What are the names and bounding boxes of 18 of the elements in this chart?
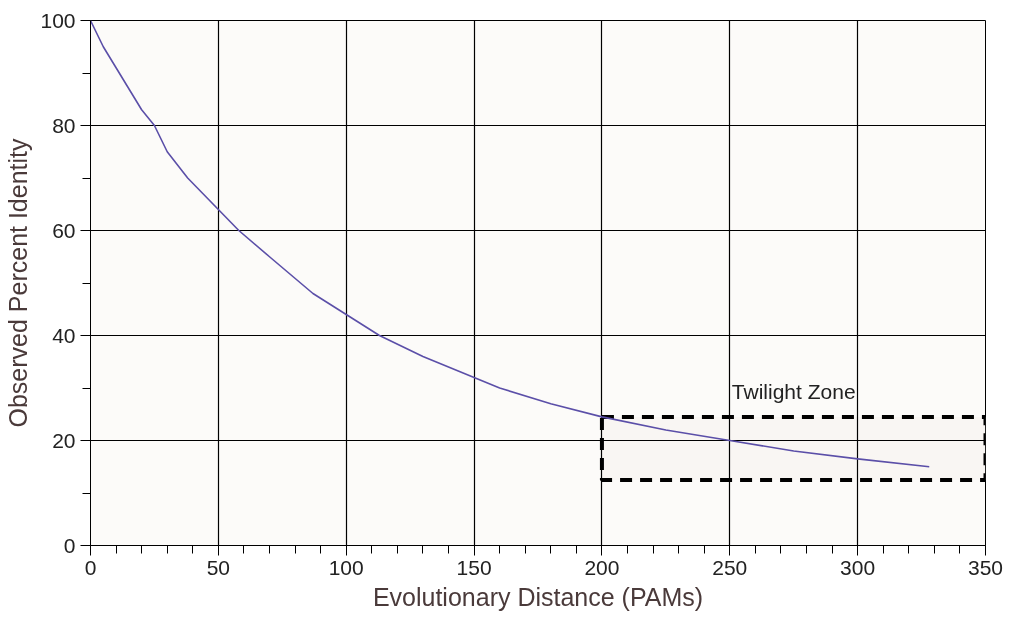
y-tick-label: 80 [52, 113, 76, 137]
x-tick-label: 50 [206, 555, 231, 579]
x-tick-label: 200 [584, 555, 620, 579]
x-tick-label: 100 [328, 555, 364, 579]
x-tick-label: 300 [840, 555, 876, 579]
x-tick-label: 250 [712, 555, 748, 579]
y-tick-label: 60 [52, 218, 76, 242]
y-tick-label: 0 [63, 533, 76, 557]
x-axis-title: Evolutionary Distance (PAMs) [372, 582, 704, 611]
band-label: Twilight Zone [731, 379, 856, 403]
line-series [90, 20, 931, 468]
x-tick-label: 150 [456, 555, 492, 579]
y-axis-title: Observed Percent Identity [4, 137, 33, 428]
x-tick-label: 0 [84, 555, 97, 579]
y-tick-label: 20 [52, 428, 76, 452]
x-tick-label: 350 [967, 555, 1004, 579]
y-tick-label: 40 [52, 323, 76, 347]
y-tick-label: 100 [40, 8, 76, 32]
